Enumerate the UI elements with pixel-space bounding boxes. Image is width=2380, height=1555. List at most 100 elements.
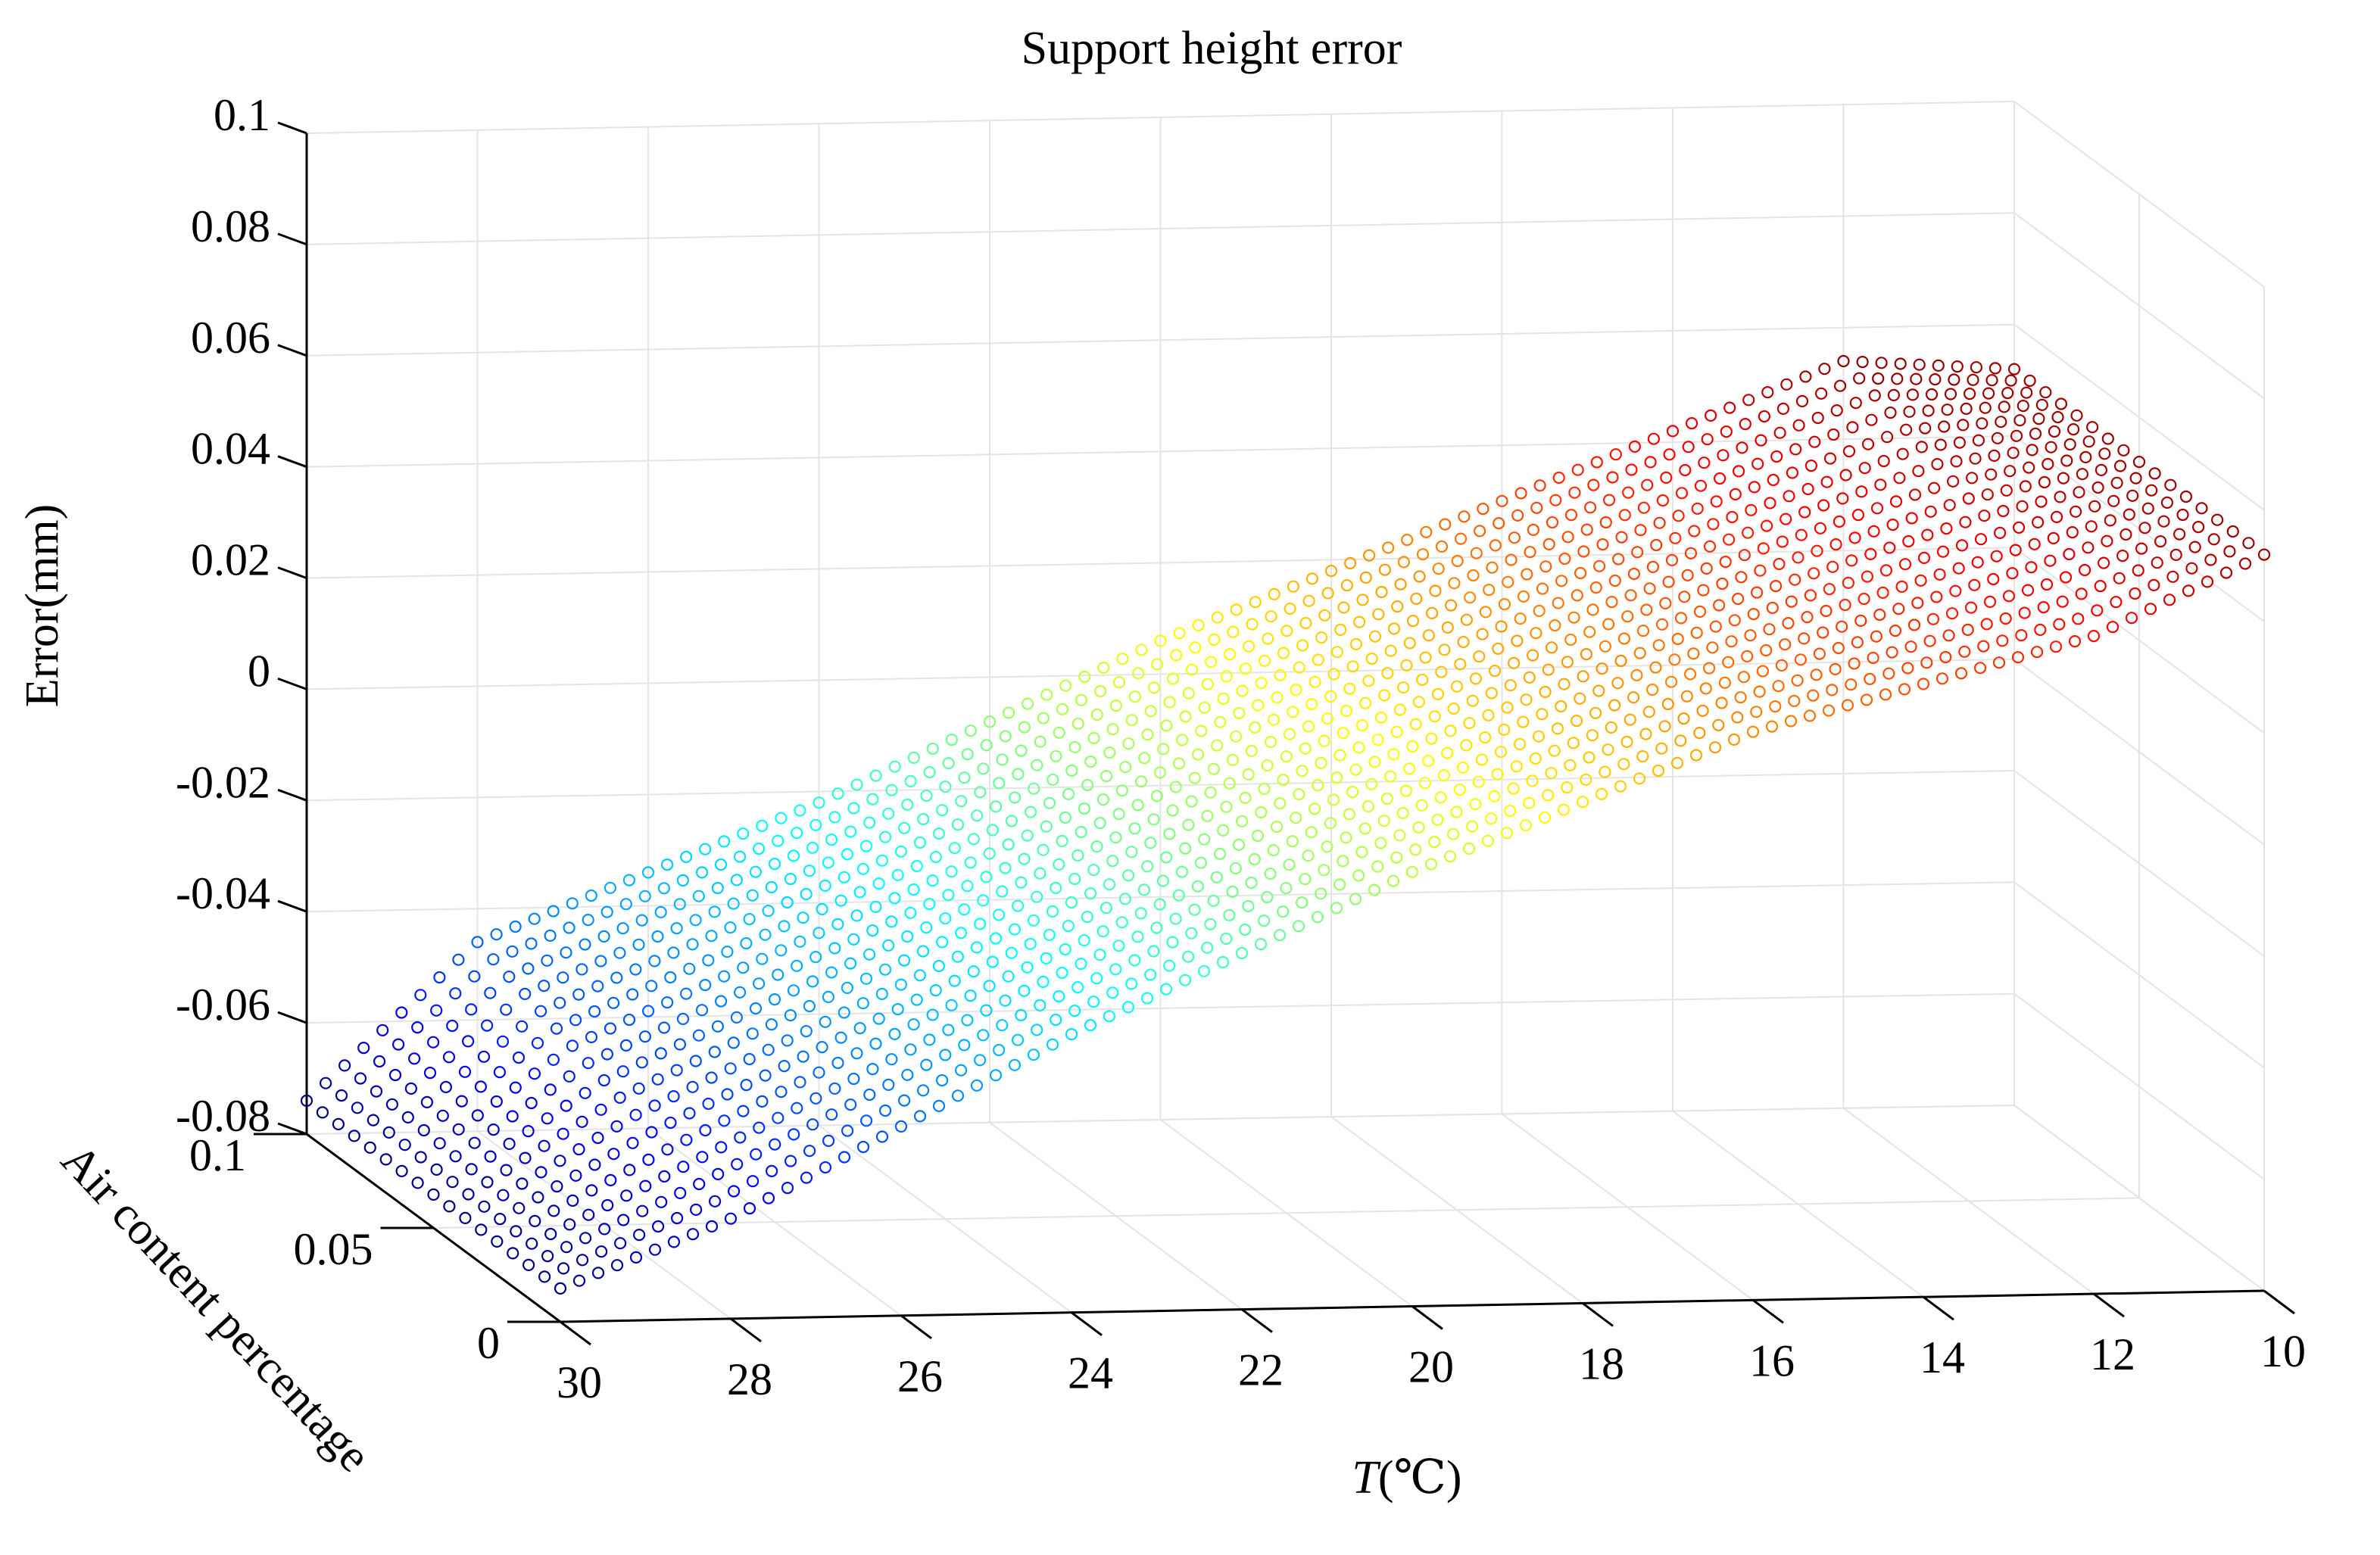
- data-point: [607, 1148, 620, 1161]
- data-point: [2026, 444, 2038, 457]
- data-point: [1764, 497, 1776, 510]
- data-point: [604, 1173, 617, 1187]
- data-point: [1546, 641, 1558, 654]
- data-point: [897, 821, 911, 834]
- data-point: [572, 988, 585, 1001]
- data-point: [872, 1012, 885, 1025]
- data-point: [1902, 534, 1915, 548]
- data-point: [715, 1141, 728, 1154]
- data-point: [2075, 587, 2088, 600]
- data-point: [2201, 575, 2214, 588]
- data-point: [670, 1211, 684, 1225]
- data-point: [1596, 538, 1609, 551]
- data-point: [1925, 388, 1939, 401]
- data-point: [1481, 834, 1495, 847]
- data-point: [610, 1259, 624, 1272]
- x-tick-mark: [1071, 1311, 1103, 1336]
- data-point: [1330, 771, 1343, 784]
- data-point: [1936, 672, 1949, 685]
- data-point: [1634, 524, 1647, 537]
- data-point: [1845, 554, 1858, 567]
- data-point: [1577, 545, 1590, 558]
- data-point: [1539, 685, 1552, 699]
- data-point: [2086, 421, 2099, 434]
- data-point: [338, 1059, 351, 1072]
- data-point: [778, 1059, 791, 1073]
- data-point: [613, 946, 626, 959]
- data-point: [1617, 632, 1630, 645]
- data-point: [1192, 619, 1205, 632]
- data-point: [2185, 562, 2198, 575]
- data-point: [1964, 601, 1978, 614]
- data-point: [1643, 582, 1656, 595]
- data-point: [1182, 950, 1195, 963]
- data-point: [487, 953, 500, 966]
- data-point: [1571, 589, 1583, 602]
- data-point: [1817, 499, 1830, 512]
- data-point: [528, 912, 541, 925]
- data-point: [1855, 485, 1868, 498]
- data-point: [407, 1052, 421, 1065]
- data-point: [1758, 410, 1770, 423]
- data-point: [357, 1041, 370, 1055]
- data-point: [1059, 943, 1071, 956]
- data-point: [423, 1066, 437, 1080]
- data-point: [1999, 612, 2012, 625]
- data-point: [426, 1036, 440, 1049]
- data-point: [510, 1225, 522, 1238]
- data-point: [1489, 539, 1502, 552]
- data-point: [600, 905, 613, 918]
- data-point: [1882, 667, 1895, 680]
- data-point: [2001, 386, 2014, 400]
- data-point: [885, 915, 898, 928]
- data-point: [1952, 562, 1965, 575]
- z-tick-label: 0.04: [191, 424, 270, 474]
- data-point: [1163, 959, 1176, 972]
- data-point: [1371, 860, 1384, 873]
- data-point: [1874, 478, 1887, 491]
- data-point: [2188, 541, 2201, 553]
- data-point: [958, 903, 971, 916]
- data-point: [1255, 677, 1268, 690]
- data-point: [894, 1120, 908, 1133]
- data-point: [1795, 528, 1808, 541]
- data-point: [2007, 447, 2020, 460]
- data-point: [1737, 671, 1750, 684]
- data-point: [803, 1145, 816, 1158]
- data-point: [1719, 555, 1732, 569]
- data-point: [1309, 675, 1321, 688]
- data-point: [1595, 787, 1608, 801]
- data-point: [1928, 481, 1941, 494]
- data-point: [775, 1086, 788, 1098]
- data-point: [1378, 563, 1392, 576]
- data-point: [1624, 713, 1636, 726]
- x-axis-label: T(℃): [1352, 1452, 1461, 1504]
- data-point: [1492, 642, 1505, 655]
- data-point: [2079, 563, 2091, 577]
- data-point: [1377, 815, 1390, 827]
- data-point: [1804, 589, 1817, 602]
- data-point: [436, 1109, 449, 1122]
- data-point: [1955, 539, 1969, 552]
- data-point: [853, 1021, 866, 1035]
- data-point: [1576, 796, 1589, 809]
- data-point: [1296, 896, 1309, 909]
- data-point: [1491, 768, 1504, 781]
- data-point: [2125, 612, 2138, 625]
- data-point: [1712, 718, 1725, 731]
- data-point: [750, 1148, 763, 1161]
- data-point: [1327, 668, 1340, 681]
- data-point: [417, 1123, 430, 1137]
- data-point: [1352, 741, 1365, 754]
- data-point: [2120, 528, 2132, 541]
- data-point: [1751, 586, 1764, 599]
- data-point: [1625, 463, 1638, 476]
- data-point: [1617, 758, 1630, 771]
- data-point: [1059, 811, 1071, 824]
- data-point: [1599, 516, 1612, 529]
- data-point: [566, 1194, 579, 1208]
- data-point: [1851, 636, 1864, 649]
- data-point: [1308, 802, 1321, 815]
- data-point: [1103, 746, 1116, 759]
- data-point: [1934, 438, 1947, 451]
